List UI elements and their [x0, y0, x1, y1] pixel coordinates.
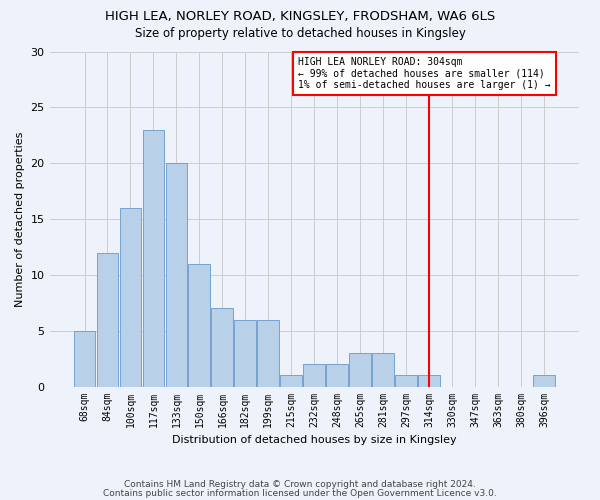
Bar — [395, 376, 417, 386]
Bar — [188, 264, 211, 386]
Bar — [97, 252, 118, 386]
Bar — [257, 320, 279, 386]
Bar — [119, 208, 142, 386]
Bar — [326, 364, 348, 386]
Text: HIGH LEA, NORLEY ROAD, KINGSLEY, FRODSHAM, WA6 6LS: HIGH LEA, NORLEY ROAD, KINGSLEY, FRODSHA… — [105, 10, 495, 23]
Text: Contains HM Land Registry data © Crown copyright and database right 2024.: Contains HM Land Registry data © Crown c… — [124, 480, 476, 489]
Bar — [372, 353, 394, 386]
Text: Size of property relative to detached houses in Kingsley: Size of property relative to detached ho… — [134, 28, 466, 40]
Bar — [533, 376, 555, 386]
Bar — [166, 163, 187, 386]
Bar — [304, 364, 325, 386]
Bar — [349, 353, 371, 386]
Bar — [143, 130, 164, 386]
Text: HIGH LEA NORLEY ROAD: 304sqm
← 99% of detached houses are smaller (114)
1% of se: HIGH LEA NORLEY ROAD: 304sqm ← 99% of de… — [298, 57, 551, 90]
Bar — [235, 320, 256, 386]
Bar — [74, 330, 95, 386]
Bar — [280, 376, 302, 386]
Bar — [418, 376, 440, 386]
Bar — [211, 308, 233, 386]
X-axis label: Distribution of detached houses by size in Kingsley: Distribution of detached houses by size … — [172, 435, 457, 445]
Y-axis label: Number of detached properties: Number of detached properties — [15, 132, 25, 306]
Text: Contains public sector information licensed under the Open Government Licence v3: Contains public sector information licen… — [103, 489, 497, 498]
